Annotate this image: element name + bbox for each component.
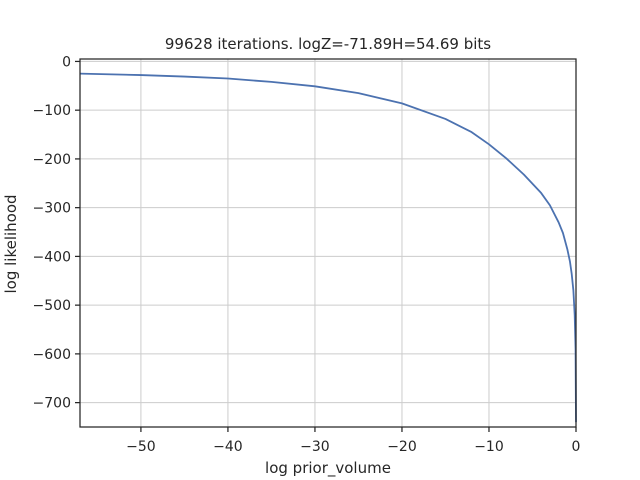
- series-line: [79, 72, 577, 423]
- plot-area: [79, 72, 577, 423]
- x-axis-label: log prior_volume: [265, 459, 391, 478]
- y-tick-label: −300: [33, 201, 71, 217]
- y-tick-label: −400: [33, 249, 71, 265]
- chart-title: 99628 iterations. logZ=-71.89H=54.69 bit…: [165, 35, 491, 53]
- x-tick-label: −10: [474, 439, 504, 455]
- x-tick-label: −40: [213, 439, 243, 455]
- axes: −50 −40 −30 −20 −10 00−100−200−300−400−500−60…: [33, 54, 581, 455]
- x-tick-label: −50: [126, 439, 156, 455]
- y-axis-label: log likelihood: [2, 194, 20, 293]
- y-tick-label: −500: [33, 298, 71, 314]
- y-tick-label: −200: [33, 152, 71, 168]
- y-tick-label: 0: [62, 54, 71, 70]
- grid: [80, 59, 577, 427]
- x-tick-label: −30: [300, 439, 330, 455]
- y-tick-label: −700: [33, 396, 71, 412]
- x-tick-label: 0: [572, 439, 581, 455]
- y-tick-label: −100: [33, 103, 71, 119]
- y-tick-label: −600: [33, 347, 71, 363]
- plot-frame: [79, 58, 577, 428]
- x-tick-label: −20: [387, 439, 417, 455]
